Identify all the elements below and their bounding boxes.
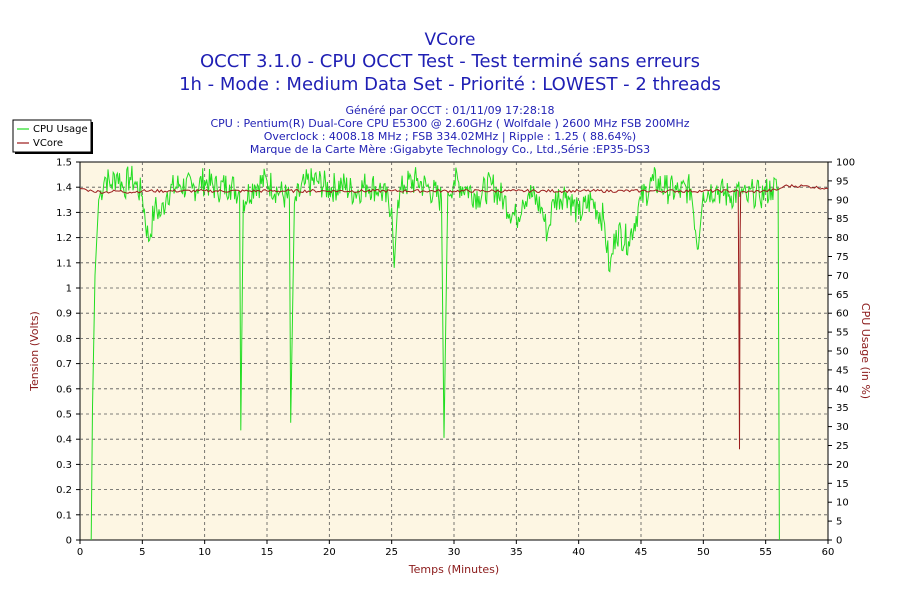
y-left-tick-label: 0.5 <box>56 410 72 421</box>
y-left-tick-label: 0 <box>66 536 72 547</box>
chart-info-line: Marque de la Carte Mère :Gigabyte Techno… <box>250 143 650 156</box>
series-line-vcore <box>79 184 829 450</box>
chart-title-line: VCore <box>425 30 476 50</box>
y-right-tick-label: 20 <box>836 460 849 471</box>
y-left-tick-label: 0.1 <box>56 510 72 521</box>
legend: CPU Usage VCore <box>12 119 93 154</box>
y-right-tick-label: 0 <box>836 536 842 547</box>
y-right-tick-label: 45 <box>836 365 849 376</box>
y-axis-left-label: Tension (Volts) <box>28 311 41 392</box>
x-tick-label: 0 <box>77 547 83 558</box>
y-right-tick-label: 15 <box>836 479 849 490</box>
y-left-tick-label: 0.9 <box>56 309 72 320</box>
y-left-tick-label: 1 <box>66 284 72 295</box>
chart-title-line: 1h - Mode : Medium Data Set - Priorité :… <box>179 74 721 95</box>
y-right-tick-label: 35 <box>836 403 849 414</box>
x-axis-label: Temps (Minutes) <box>408 563 499 576</box>
x-tick-label: 25 <box>385 547 398 558</box>
x-tick-label: 45 <box>635 547 648 558</box>
y-right-tick-label: 90 <box>836 195 849 206</box>
y-axis-right-label: CPU Usage (in %) <box>859 303 872 399</box>
y-right-tick-label: 85 <box>836 214 849 225</box>
chart-info-line: CPU : Pentium(R) Dual-Core CPU E5300 @ 2… <box>210 117 689 130</box>
y-left-tick-label: 1.2 <box>56 233 72 244</box>
x-tick-label: 35 <box>510 547 523 558</box>
series-line-cpu-usage <box>90 165 780 541</box>
y-left-tick-label: 0.6 <box>56 384 72 395</box>
y-right-tick-label: 75 <box>836 252 849 263</box>
y-right-tick-label: 80 <box>836 233 849 244</box>
y-right-tick-label: 70 <box>836 271 849 282</box>
x-tick-label: 40 <box>572 547 585 558</box>
x-tick-label: 5 <box>139 547 145 558</box>
x-tick-label: 15 <box>261 547 274 558</box>
y-right-tick-label: 65 <box>836 290 849 301</box>
x-tick-label: 20 <box>323 547 336 558</box>
y-right-tick-label: 5 <box>836 517 842 528</box>
y-right-tick-label: 95 <box>836 176 849 187</box>
y-left-tick-label: 1.4 <box>56 183 72 194</box>
x-tick-label: 60 <box>822 547 835 558</box>
y-right-tick-label: 55 <box>836 328 849 339</box>
x-tick-label: 50 <box>697 547 710 558</box>
y-left-tick-label: 1.1 <box>56 258 72 269</box>
y-right-tick-label: 100 <box>836 158 855 169</box>
x-tick-label: 10 <box>198 547 211 558</box>
x-tick-label: 30 <box>448 547 461 558</box>
legend-label-vcore: VCore <box>33 138 63 149</box>
chart-info-line: Généré par OCCT : 01/11/09 17:28:18 <box>345 104 554 117</box>
y-right-tick-label: 10 <box>836 498 849 509</box>
y-right-tick-label: 60 <box>836 309 849 320</box>
y-left-tick-label: 0.4 <box>56 435 72 446</box>
y-left-tick-label: 0.2 <box>56 485 72 496</box>
y-left-tick-label: 0.3 <box>56 460 72 471</box>
chart-info-line: Overclock : 4008.18 MHz ; FSB 334.02MHz … <box>264 130 636 143</box>
chart-title-line: OCCT 3.1.0 - CPU OCCT Test - Test termin… <box>200 51 700 72</box>
y-left-tick-label: 1.5 <box>56 158 72 169</box>
y-right-tick-label: 25 <box>836 441 849 452</box>
y-left-tick-label: 1.3 <box>56 208 72 219</box>
x-tick-label: 55 <box>759 547 772 558</box>
y-left-tick-label: 0.7 <box>56 359 72 370</box>
y-left-tick-label: 0.8 <box>56 334 72 345</box>
y-right-tick-label: 50 <box>836 347 849 358</box>
legend-label-cpu-usage: CPU Usage <box>33 124 88 135</box>
y-right-tick-label: 40 <box>836 384 849 395</box>
y-right-tick-label: 30 <box>836 422 849 433</box>
